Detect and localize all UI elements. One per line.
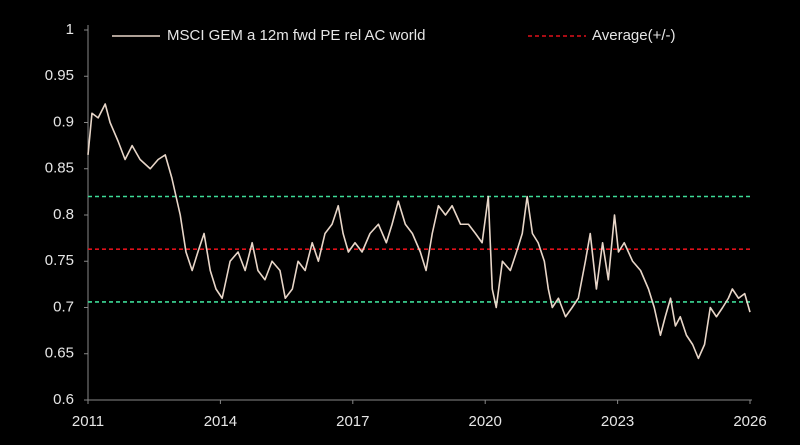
y-tick-label: 0.95 [45, 67, 74, 84]
legend-label: Average(+/-) [592, 27, 676, 44]
x-tick-label: 2011 [72, 413, 104, 430]
y-tick-label: 0.6 [53, 391, 74, 408]
y-tick-label: 0.9 [53, 113, 74, 130]
x-tick-label: 2017 [336, 413, 369, 430]
y-tick-label: 0.65 [45, 345, 74, 362]
x-tick-label: 2014 [204, 413, 237, 430]
legend-label: MSCI GEM a 12m fwd PE rel AC world [167, 27, 425, 44]
y-tick-label: 1 [66, 21, 74, 38]
y-tick-label: 0.85 [45, 160, 74, 177]
y-tick-label: 0.8 [53, 206, 74, 223]
x-tick-label: 2020 [469, 413, 502, 430]
data-line [87, 103, 751, 360]
y-tick-label: 0.75 [45, 252, 74, 269]
y-tick-label: 0.7 [53, 298, 74, 315]
x-tick-label: 2023 [601, 413, 634, 430]
x-tick-label: 2026 [733, 413, 766, 430]
